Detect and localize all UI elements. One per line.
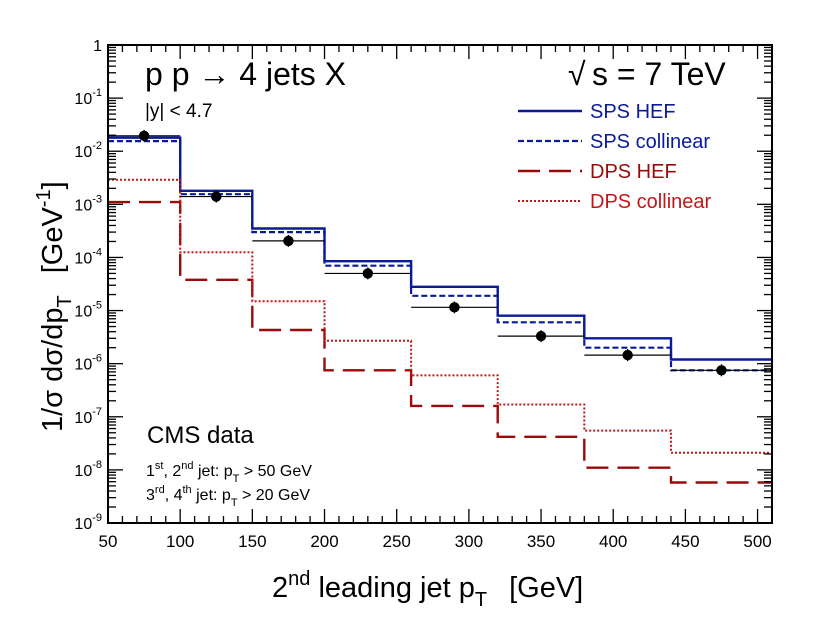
jet-cut-1: 1st, 2nd jet: pT > 50 GeV bbox=[146, 460, 312, 485]
y-tick-label: 10-6 bbox=[74, 353, 102, 374]
series-line-4 bbox=[108, 178, 772, 454]
x-tick-label: 200 bbox=[310, 532, 338, 551]
data-point bbox=[211, 191, 222, 202]
y-tick-label: 10-5 bbox=[74, 300, 102, 321]
legend-label: DPS collinear bbox=[590, 191, 712, 213]
x-tick-label: 300 bbox=[455, 532, 483, 551]
sqrt-symbol: √ bbox=[568, 56, 586, 92]
data-label: CMS data bbox=[147, 422, 254, 449]
x-tick-label: 50 bbox=[99, 532, 118, 551]
chart-title-right: s = 7 TeV bbox=[592, 56, 726, 92]
data-point bbox=[362, 268, 374, 279]
jet-cut-2: 3rd, 4th jet: pT > 20 GeV bbox=[146, 484, 310, 509]
y-tick-label: 1 bbox=[93, 38, 102, 55]
chart-title-left: p p → 4 jets X bbox=[145, 56, 346, 92]
series-line-2 bbox=[108, 140, 772, 372]
legend-label: SPS HEF bbox=[590, 101, 676, 123]
data-point bbox=[138, 130, 150, 142]
rapidity-cut: |y| < 4.7 bbox=[145, 101, 212, 122]
x-tick-label: 500 bbox=[743, 532, 771, 551]
series-line-3 bbox=[108, 200, 772, 484]
legend-label: SPS collinear bbox=[590, 131, 710, 153]
x-axis-label: 2nd leading jet pT [GeV] bbox=[272, 568, 583, 611]
y-tick-label: 10-4 bbox=[74, 246, 102, 267]
y-tick-label: 10-9 bbox=[74, 512, 102, 533]
data-point bbox=[449, 302, 460, 313]
axes: 50 100 150 200 250 300 350 400 450 500 10-9 10-8 10-… bbox=[74, 38, 773, 551]
data-point bbox=[283, 235, 294, 247]
y-tick-label: 10-1 bbox=[74, 87, 102, 108]
legend-label: DPS HEF bbox=[590, 161, 677, 183]
x-tick-label: 250 bbox=[383, 532, 411, 551]
y-tick-label: 10-7 bbox=[74, 406, 102, 427]
data-point bbox=[716, 365, 727, 376]
x-tick-label: 450 bbox=[671, 532, 699, 551]
data-point bbox=[622, 349, 633, 361]
x-tick-label: 350 bbox=[527, 532, 555, 551]
x-tick-label: 100 bbox=[166, 532, 194, 551]
data-points bbox=[108, 129, 772, 377]
y-tick-label: 10-3 bbox=[74, 193, 102, 214]
data-point bbox=[535, 330, 547, 342]
y-tick-label: 10-8 bbox=[74, 459, 102, 480]
legend: SPS HEF SPS collinear DPS HEF DPS collinear bbox=[518, 101, 712, 213]
x-tick-label: 400 bbox=[599, 532, 627, 551]
y-tick-label: 10-2 bbox=[74, 140, 102, 161]
x-tick-label: 150 bbox=[238, 532, 266, 551]
y-axis-label: 1/σ dσ/dpT[GeV-1] bbox=[33, 181, 76, 432]
